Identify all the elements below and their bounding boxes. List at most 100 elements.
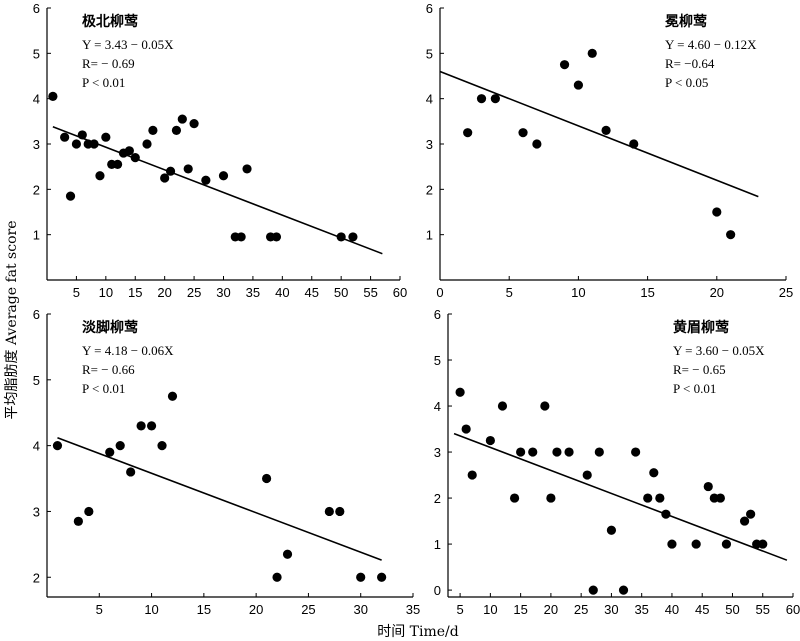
data-point [282, 549, 293, 559]
equation-annotation: P < 0.01 [82, 75, 125, 90]
data-point [518, 128, 528, 138]
data-point [126, 467, 136, 477]
data-point [65, 191, 76, 201]
x-tick-label: 25 [574, 602, 588, 617]
data-point [497, 401, 508, 411]
y-tick-label: 6 [434, 307, 441, 322]
y-tick-label: 2 [434, 491, 441, 506]
data-point [113, 159, 123, 169]
x-tick-label: 5 [456, 602, 463, 617]
y-tick-label: 4 [426, 92, 433, 107]
x-tick-label: 10 [483, 602, 497, 617]
regression-line [52, 126, 383, 255]
data-point [271, 232, 282, 242]
x-tick-label: 0 [436, 285, 443, 300]
data-point [52, 441, 63, 451]
data-point [726, 230, 736, 240]
x-tick-label: 20 [157, 285, 171, 300]
data-point [71, 139, 82, 149]
y-tick-label: 3 [434, 445, 441, 460]
data-point [148, 125, 158, 135]
data-point [629, 139, 639, 149]
data-point [146, 421, 157, 431]
equation-annotation: Y = 3.43 − 0.05X [82, 37, 174, 52]
data-point [476, 94, 487, 104]
data-point [739, 516, 750, 526]
data-point [509, 493, 520, 503]
data-point [167, 391, 178, 401]
x-tick-label: 10 [144, 602, 158, 617]
data-point [136, 421, 146, 431]
x-tick-label: 35 [246, 285, 260, 300]
data-point [606, 525, 617, 535]
data-point [101, 132, 111, 142]
x-tick-label: 60 [393, 285, 407, 300]
x-tick-label: 30 [604, 602, 618, 617]
data-point [758, 539, 768, 549]
regression-line [439, 70, 759, 198]
data-point [573, 80, 584, 90]
data-point [649, 468, 659, 478]
x-tick-label: 15 [640, 285, 654, 300]
x-tick-label: 30 [216, 285, 230, 300]
x-tick-label: 60 [786, 602, 800, 617]
data-point [48, 91, 58, 101]
chart-title: 黄眉柳莺 [673, 319, 729, 336]
data-point [60, 132, 70, 142]
x-tick-label: 45 [695, 602, 709, 617]
chart-panel-3: 5 10 15 20 25 30 35 2 3 4 5 6 淡脚柳莺 Y = 4.18 − 0.06X R=… [33, 307, 420, 617]
x-tick-label: 20 [544, 602, 558, 617]
y-tick-label: 2 [33, 570, 40, 585]
regression-line [453, 432, 788, 561]
y-tick-label: 4 [434, 399, 441, 414]
data-point [461, 424, 471, 434]
y-tick-label: 1 [434, 537, 441, 552]
data-point [324, 506, 334, 517]
equation-annotation: Y = 4.18 − 0.06X [82, 343, 174, 358]
data-point [335, 506, 345, 517]
data-point [171, 125, 182, 135]
y-tick-label: 0 [434, 583, 441, 598]
chart-title: 极北柳莺 [82, 13, 138, 30]
x-tick-label: 10 [99, 285, 113, 300]
data-point [157, 441, 167, 451]
x-axis-label: 时间 Time/d [377, 624, 459, 640]
y-tick-label: 5 [33, 46, 40, 61]
data-point [142, 139, 152, 149]
equation-annotation: P < 0.05 [665, 75, 708, 90]
data-point [467, 470, 477, 480]
x-tick-label: 20 [710, 285, 724, 300]
x-tick-label: 40 [665, 602, 679, 617]
data-point [528, 447, 538, 457]
data-point [165, 166, 176, 176]
x-tick-label: 55 [756, 602, 770, 617]
data-point [95, 171, 105, 181]
data-point [546, 493, 556, 503]
x-tick-label: 5 [96, 602, 103, 617]
equation-annotation: Y = 3.60 − 0.05X [673, 343, 765, 358]
data-point [587, 48, 597, 58]
y-tick-label: 6 [33, 307, 40, 322]
equation-annotation: Y = 4.60 − 0.12X [665, 37, 757, 52]
x-tick-label: 10 [571, 285, 585, 300]
data-point [89, 139, 99, 149]
x-tick-label: 15 [197, 602, 211, 617]
data-point [540, 401, 550, 411]
data-point [348, 232, 358, 242]
x-tick-label: 25 [301, 602, 315, 617]
data-point [105, 447, 115, 457]
x-tick-label: 35 [406, 602, 420, 617]
data-point [77, 130, 87, 140]
data-point [643, 493, 653, 503]
data-point [201, 175, 211, 185]
data-point [516, 447, 526, 457]
data-point [130, 153, 140, 163]
data-point [661, 509, 671, 519]
x-tick-label: 25 [187, 285, 201, 300]
data-point [746, 509, 756, 519]
y-tick-label: 6 [426, 1, 433, 16]
data-point [262, 473, 272, 484]
